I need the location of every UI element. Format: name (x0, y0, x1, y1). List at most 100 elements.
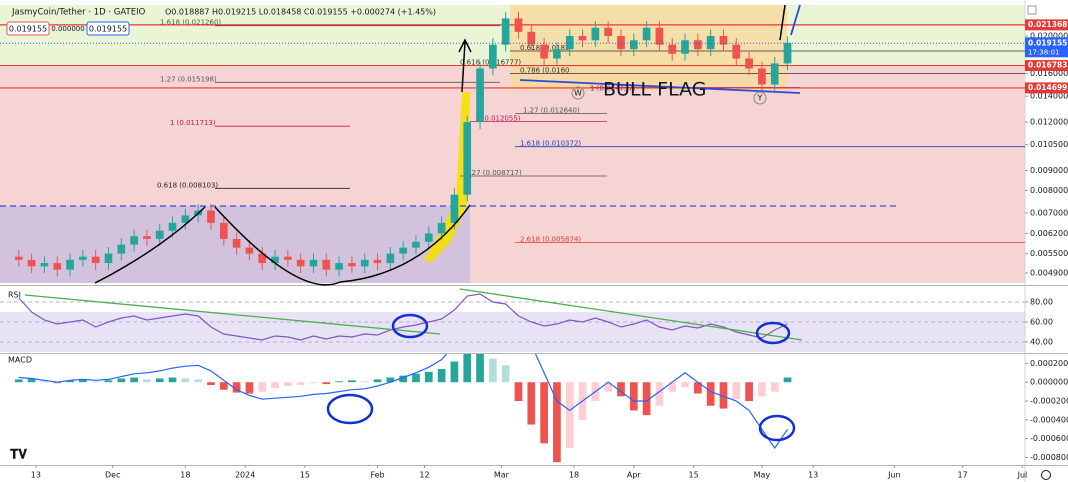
macd-bar (232, 382, 241, 393)
macd-bar (348, 380, 356, 383)
macd-bar (40, 380, 49, 383)
candle-body (476, 68, 484, 123)
wave-label: Y (757, 94, 763, 103)
macd-bar (104, 380, 113, 383)
rsi-trendline (24, 294, 441, 335)
macd-bar (783, 377, 792, 383)
candle-body (155, 230, 164, 239)
fib-label: 1 (0.011713) (170, 119, 216, 127)
macd-bar (424, 371, 433, 383)
cup-left (94, 206, 206, 284)
x-tick-label: 12 (419, 471, 429, 480)
macd-pane (14, 354, 792, 463)
candle-body (489, 44, 497, 69)
ohlc: O0.018887 H0.019215 L0.018458 C0.019155 … (165, 8, 436, 17)
wave-mark (571, 86, 585, 100)
y-tick-label: 0.012000 (1030, 118, 1068, 127)
wave-label: W (574, 89, 582, 98)
candle-body (617, 36, 625, 50)
candle-body (386, 253, 395, 264)
fib-label: 0.618 (0.008103) (157, 181, 218, 189)
candle-body (40, 263, 49, 267)
candle-body (514, 18, 523, 32)
y-tick-label: 60.00 (1030, 318, 1053, 327)
circle-mark (326, 393, 374, 425)
candle-body (501, 18, 510, 45)
candle-body (284, 256, 292, 260)
macd-bar (527, 382, 536, 425)
candle-body (219, 222, 228, 239)
candle-body (143, 236, 151, 239)
macd-bar (463, 354, 472, 383)
macd-bar (386, 377, 395, 383)
candle-body (565, 36, 574, 50)
ask: 0.019155 (89, 25, 127, 34)
rsi-line (18, 293, 788, 341)
macd-bar (91, 381, 100, 383)
candle-body (719, 36, 728, 45)
y-tick-label: 0.005500 (1030, 249, 1068, 258)
sell-button[interactable] (6, 21, 50, 36)
candle-body (629, 40, 638, 50)
spread: 0.000000 (51, 25, 84, 33)
symbol: JasmyCoin/Tether · 1D · GATEIO (11, 8, 146, 18)
candle-body (258, 253, 267, 264)
macd-bar (322, 382, 331, 385)
rsi-trendline (459, 288, 803, 341)
macd-bar (335, 381, 343, 383)
candle-body (104, 253, 113, 264)
macd-bar (399, 375, 408, 383)
candle-body (694, 40, 702, 50)
circle-mark (755, 321, 791, 345)
candle-body (668, 44, 677, 54)
trend-line (790, 4, 801, 36)
candle-body (463, 122, 472, 195)
x-tick-label: Mar (494, 471, 510, 480)
buy-button[interactable] (86, 21, 130, 36)
macd-bar (207, 382, 215, 386)
candle-body (527, 31, 536, 45)
x-tick-label: 17 (958, 471, 968, 480)
circle-mark (391, 313, 429, 339)
candle-body (207, 210, 215, 223)
macd-bar (732, 382, 741, 400)
candle-body (271, 256, 279, 264)
y-tick-label: 0.009000 (1030, 166, 1068, 175)
macd-bar (412, 373, 420, 383)
macd-bar (66, 380, 74, 383)
macd-bar (514, 382, 523, 402)
axis-icon[interactable] (1027, 5, 1037, 15)
y-tick-label: 0.007000 (1030, 208, 1068, 217)
x-tick-label: 2024 (235, 471, 255, 480)
settings[interactable] (1041, 470, 1051, 480)
y-tick-label: -0.000600 (1030, 434, 1068, 443)
candle-body (335, 263, 343, 270)
axes: 0.0200000.0180000.0160000.0140000.012000… (31, 19, 1068, 480)
candle-body (655, 27, 664, 45)
x-tick-label: 15 (300, 471, 310, 480)
candle-body (412, 241, 420, 248)
candle-body (732, 44, 741, 59)
x-tick-label: 15 (688, 471, 698, 480)
candle-body (450, 194, 459, 223)
candle-body (578, 36, 587, 41)
macd-bar (258, 382, 267, 392)
price-badge (1025, 19, 1068, 31)
macd-bar (655, 382, 664, 406)
macd-bar (745, 382, 753, 402)
price-badge (1025, 82, 1068, 94)
x-tick-label: Feb (370, 471, 384, 480)
pane-title: RSI (8, 291, 21, 300)
macd-bar (271, 382, 279, 388)
candle-body (117, 244, 126, 254)
fib-label: 2.618 (0.005874) (520, 236, 581, 244)
x-tick-label: Jul (1017, 471, 1028, 480)
macd-bar (694, 382, 702, 394)
macd-bar (284, 382, 292, 386)
circle-mark (758, 414, 796, 442)
candle-body (91, 256, 100, 264)
candle-body (130, 236, 138, 245)
y-tick-label: 0.000200 (1030, 359, 1068, 368)
candle-body (66, 259, 74, 270)
